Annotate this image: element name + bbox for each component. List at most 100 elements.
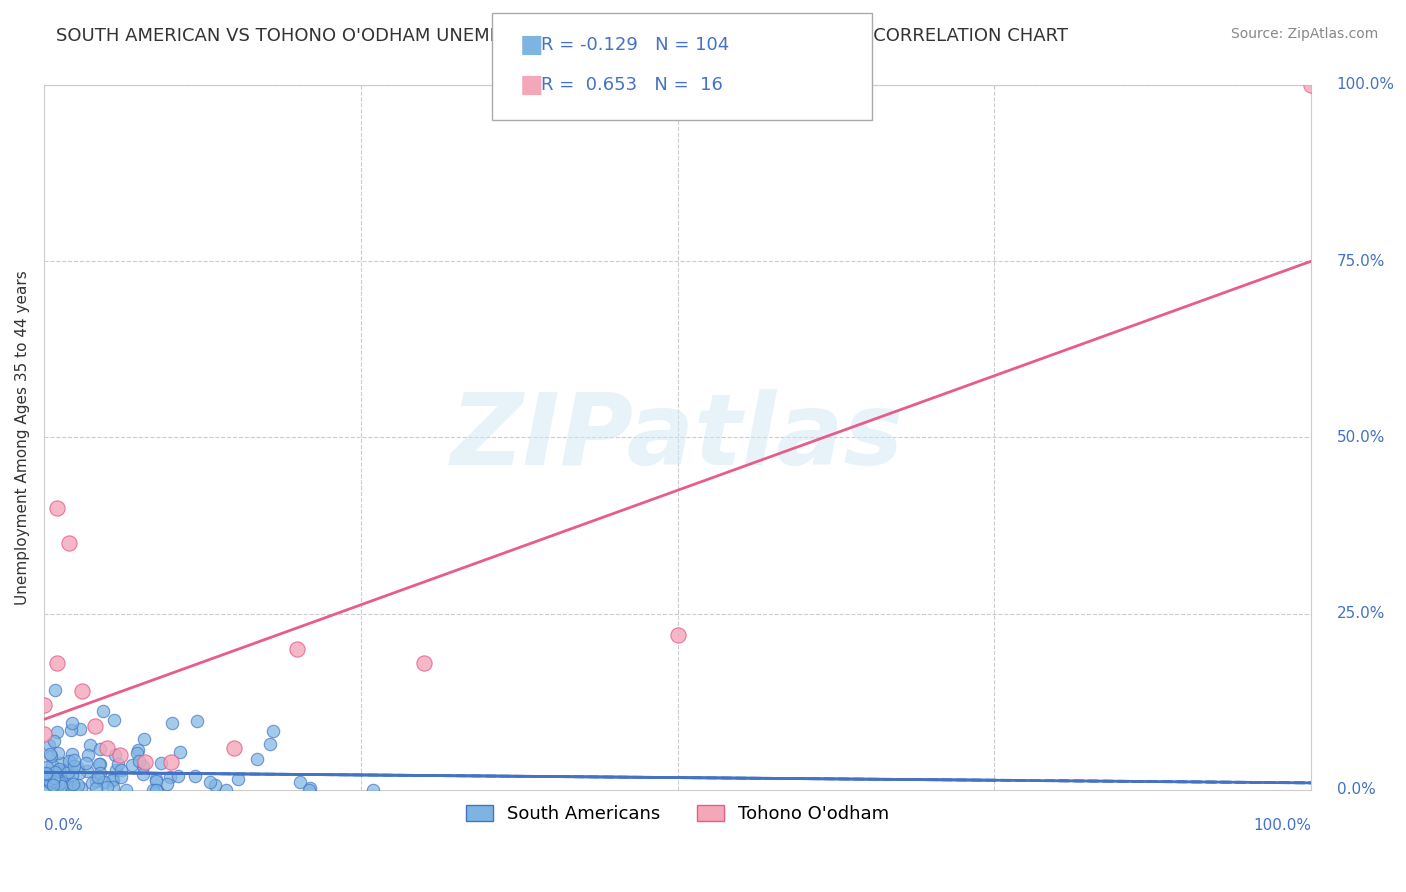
Point — [70, 684, 93, 698]
Point — [226, 772, 249, 787]
Point — [37, 768, 59, 782]
Point — [60, 715, 83, 730]
Point — [222, 740, 245, 755]
Point — [89, 765, 111, 780]
Point — [46, 746, 69, 760]
Point — [89, 741, 111, 756]
Text: 100.0%: 100.0% — [1253, 818, 1312, 833]
Point — [45, 725, 67, 739]
Text: ■: ■ — [520, 33, 544, 56]
Point — [162, 715, 184, 730]
Point — [42, 772, 65, 786]
Point — [66, 760, 89, 774]
Point — [41, 778, 63, 792]
Point — [103, 773, 125, 788]
Point — [44, 765, 66, 780]
Point — [42, 774, 65, 789]
Point — [121, 758, 143, 772]
Point — [44, 683, 66, 698]
Point — [145, 772, 167, 787]
Point — [41, 758, 63, 772]
Point — [246, 752, 269, 766]
Point — [48, 764, 70, 778]
Point — [39, 749, 62, 764]
Text: 50.0%: 50.0% — [1337, 430, 1385, 445]
Point — [45, 656, 67, 670]
Point — [49, 779, 72, 793]
Point — [204, 778, 226, 792]
Point — [60, 768, 83, 782]
Point — [413, 656, 436, 670]
Text: 75.0%: 75.0% — [1337, 253, 1385, 268]
Point — [75, 756, 97, 771]
Point — [142, 783, 165, 797]
Point — [1301, 78, 1323, 92]
Point — [60, 747, 83, 762]
Point — [127, 746, 149, 760]
Text: 0.0%: 0.0% — [44, 818, 83, 833]
Point — [35, 766, 58, 780]
Point — [35, 766, 58, 780]
Point — [34, 772, 56, 787]
Text: Source: ZipAtlas.com: Source: ZipAtlas.com — [1230, 27, 1378, 41]
Y-axis label: Unemployment Among Ages 35 to 44 years: Unemployment Among Ages 35 to 44 years — [15, 270, 30, 605]
Point — [42, 734, 65, 748]
Point — [290, 775, 312, 789]
Point — [149, 756, 172, 771]
Text: SOUTH AMERICAN VS TOHONO O'ODHAM UNEMPLOYMENT AMONG AGES 35 TO 44 YEARS CORRELAT: SOUTH AMERICAN VS TOHONO O'ODHAM UNEMPLO… — [56, 27, 1069, 45]
Point — [56, 765, 79, 780]
Point — [63, 758, 86, 772]
Point — [159, 771, 181, 785]
Point — [132, 767, 155, 781]
Point — [169, 745, 191, 759]
Point — [32, 698, 55, 713]
Point — [84, 781, 107, 796]
Point — [134, 755, 156, 769]
Point — [93, 775, 115, 789]
Point — [77, 748, 100, 763]
Point — [262, 724, 284, 739]
Point — [104, 747, 127, 762]
Text: 100.0%: 100.0% — [1337, 78, 1395, 93]
Point — [127, 743, 149, 757]
Text: ■: ■ — [520, 73, 544, 96]
Point — [83, 719, 105, 733]
Point — [62, 780, 84, 794]
Point — [167, 769, 190, 783]
Point — [159, 755, 181, 769]
Point — [48, 762, 70, 776]
Point — [132, 732, 155, 747]
Point — [59, 778, 82, 792]
Point — [38, 773, 60, 788]
Point — [37, 772, 59, 787]
Point — [285, 641, 308, 656]
Point — [32, 726, 55, 740]
Point — [34, 780, 56, 794]
Point — [58, 754, 80, 768]
Point — [37, 760, 59, 774]
Point — [62, 777, 84, 791]
Point — [101, 773, 124, 788]
Point — [70, 780, 93, 795]
Point — [101, 780, 124, 794]
Point — [82, 776, 104, 790]
Text: R = -0.129   N = 104: R = -0.129 N = 104 — [541, 36, 730, 54]
Point — [96, 780, 118, 794]
Point — [132, 759, 155, 773]
Point — [60, 723, 83, 738]
Point — [87, 770, 110, 784]
Point — [38, 747, 60, 761]
Point — [69, 722, 91, 736]
Point — [215, 783, 238, 797]
Point — [62, 753, 84, 767]
Point — [128, 754, 150, 768]
Point — [104, 763, 127, 777]
Point — [87, 756, 110, 771]
Point — [145, 773, 167, 788]
Point — [35, 770, 58, 784]
Point — [186, 714, 208, 729]
Point — [666, 628, 689, 642]
Point — [45, 780, 67, 795]
Point — [66, 778, 89, 792]
Legend: South Americans, Tohono O'odham: South Americans, Tohono O'odham — [458, 797, 897, 830]
